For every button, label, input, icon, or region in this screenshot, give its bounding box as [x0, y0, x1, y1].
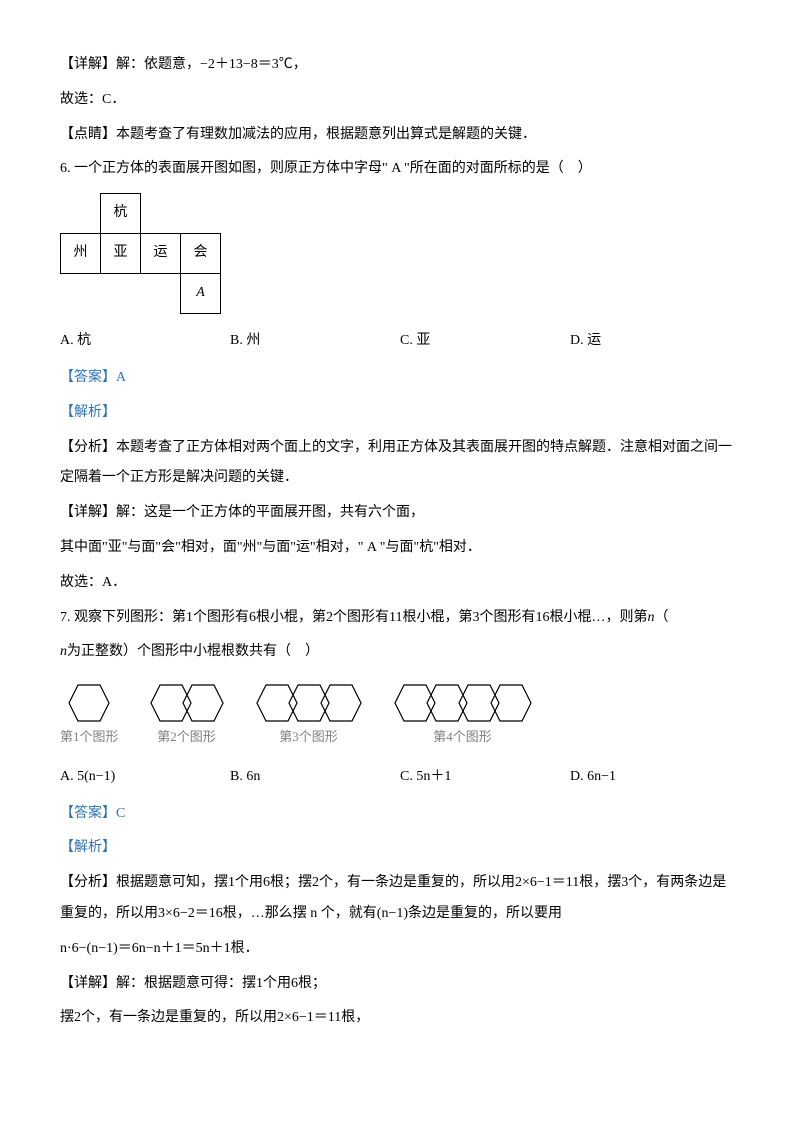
option-d: D. 6n−1 [570, 762, 616, 793]
net-cell: A [181, 274, 221, 314]
option-a: A. 杭 [60, 326, 230, 357]
var-n: n [60, 644, 67, 659]
option-a: A. 5(n−1) [60, 762, 230, 793]
xiangjie-text: 【详解】解：这是一个正方体的平面展开图，共有六个面， [60, 498, 734, 529]
jiexi-label: 【解析】 [60, 398, 734, 429]
net-cell: 会 [181, 234, 221, 274]
figure-label: 第2个图形 [157, 723, 216, 752]
conclusion-text: 故选：C． [60, 85, 734, 116]
net-cell: 州 [61, 234, 101, 274]
figure-4: 第4个图形 [393, 683, 533, 752]
xiangjie-text: 摆2个，有一条边是重复的，所以用2×6−1＝11根， [60, 1003, 734, 1034]
xiangjie-text: 【详解】解：根据题意可得：摆1个用6根； [60, 969, 734, 1000]
xiangjie-text: 其中面"亚"与面"会"相对，面"州"与面"运"相对，" A "与面"杭"相对． [60, 533, 734, 564]
formula-text: n·6−(n−1)＝6n−n＋1＝5n＋1根． [60, 934, 734, 965]
option-b: B. 6n [230, 762, 400, 793]
q7-stem2: n为正整数）个图形中小棍根数共有（ ） [60, 637, 734, 668]
fenxi-text: 【分析】根据题意可知，摆1个用6根；摆2个，有一条边是重复的，所以用2×6−1＝… [60, 868, 734, 930]
answer-label: 【答案】A [60, 363, 734, 394]
figure-2: 第2个图形 [149, 683, 225, 752]
option-b: B. 州 [230, 326, 400, 357]
q7-options: A. 5(n−1) B. 6n C. 5n＋1 D. 6n−1 [60, 762, 734, 793]
net-cell: 杭 [101, 194, 141, 234]
net-cell: 亚 [101, 234, 141, 274]
hexagon-icon [255, 683, 363, 723]
figure-label: 第1个图形 [60, 723, 119, 752]
hexagon-icon [149, 683, 225, 723]
answer-label: 【答案】C [60, 799, 734, 830]
q7-stem: 7. 观察下列图形：第1个图形有6根小棍，第2个图形有11根小棍，第3个图形有1… [60, 603, 734, 634]
detail-text: 【详解】解：依题意，−2＋13−8＝3℃， [60, 50, 734, 81]
fenxi-text: 【分析】本题考查了正方体相对两个面上的文字，利用正方体及其表面展开图的特点解题．… [60, 433, 734, 495]
dianjing-text: 【点睛】本题考查了有理数加减法的应用，根据题意列出算式是解题的关键． [60, 120, 734, 151]
xiangjie-text: 故选：A． [60, 568, 734, 599]
stem-text: 7. 观察下列图形：第1个图形有6根小棍，第2个图形有11根小棍，第3个图形有1… [60, 610, 647, 625]
net-cell: 运 [141, 234, 181, 274]
q6-options: A. 杭 B. 州 C. 亚 D. 运 [60, 326, 734, 357]
stem-text: （ [654, 610, 668, 625]
cube-net-diagram: 杭 州 亚 运 会 A [60, 193, 221, 314]
option-c: C. 5n＋1 [400, 762, 570, 793]
option-d: D. 运 [570, 326, 601, 357]
figure-1: 第1个图形 [60, 683, 119, 752]
jiexi-label: 【解析】 [60, 833, 734, 864]
hexagon-icon [393, 683, 533, 723]
stem-text: 为正整数）个图形中小棍根数共有（ ） [67, 644, 319, 659]
figure-3: 第3个图形 [255, 683, 363, 752]
q6-stem: 6. 一个正方体的表面展开图如图，则原正方体中字母" A "所在面的对面所标的是… [60, 154, 734, 185]
option-c: C. 亚 [400, 326, 570, 357]
hexagon-icon [67, 683, 111, 723]
figure-label: 第4个图形 [433, 723, 492, 752]
hexagon-figures: 第1个图形 第2个图形 第3个图形 [60, 683, 734, 752]
figure-label: 第3个图形 [279, 723, 338, 752]
